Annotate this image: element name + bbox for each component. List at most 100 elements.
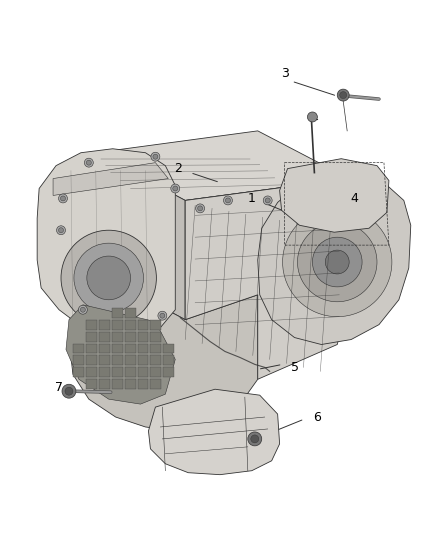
Bar [99,367,110,377]
Bar [124,332,135,342]
Bar [86,332,97,342]
Polygon shape [185,179,349,379]
Circle shape [251,435,259,443]
Polygon shape [258,173,411,344]
Circle shape [312,237,362,287]
Polygon shape [96,131,349,200]
Polygon shape [96,153,185,320]
Circle shape [333,194,342,203]
Circle shape [60,196,65,201]
Circle shape [160,313,165,318]
Bar [124,379,135,389]
Bar [138,332,148,342]
Circle shape [335,196,340,201]
Circle shape [62,384,76,398]
Text: 4: 4 [350,192,358,205]
Circle shape [303,184,312,193]
Bar [86,367,97,377]
Bar [150,356,161,365]
Circle shape [307,112,318,122]
Bar [124,343,135,353]
Circle shape [87,256,131,300]
Circle shape [85,158,93,167]
Circle shape [283,207,392,317]
Bar [150,320,161,329]
Polygon shape [69,272,258,431]
Bar [73,343,84,353]
Bar [138,356,148,365]
Circle shape [151,152,160,161]
Bar [163,343,174,353]
Circle shape [297,222,377,302]
Circle shape [198,206,203,211]
Bar [150,367,161,377]
Circle shape [65,387,73,395]
Bar [112,320,123,329]
Bar [99,332,110,342]
Polygon shape [66,305,175,404]
Bar [124,356,135,365]
Text: 7: 7 [55,381,63,394]
Bar [138,343,148,353]
Circle shape [158,311,167,320]
Circle shape [248,432,262,446]
Polygon shape [279,159,389,232]
Bar [86,356,97,365]
Text: 2: 2 [174,162,182,175]
Bar [99,356,110,365]
Bar [73,356,84,365]
Polygon shape [37,149,175,337]
Circle shape [359,208,364,213]
Bar [150,379,161,389]
Circle shape [171,184,180,193]
Bar [112,343,123,353]
Circle shape [357,206,366,215]
Bar [73,367,84,377]
Bar [86,320,97,329]
Circle shape [81,307,85,312]
Bar [99,320,110,329]
Circle shape [57,226,65,235]
Polygon shape [148,389,279,475]
Bar [99,379,110,389]
Bar [138,367,148,377]
Circle shape [78,305,87,314]
Polygon shape [53,163,168,196]
Bar [124,367,135,377]
Circle shape [196,204,205,213]
Circle shape [173,186,178,191]
Bar [112,367,123,377]
Bar [99,343,110,353]
Bar [138,379,148,389]
Bar [112,332,123,342]
Text: 6: 6 [314,410,321,424]
Circle shape [59,228,64,233]
Circle shape [226,198,230,203]
Circle shape [223,196,233,205]
Circle shape [265,198,270,203]
Circle shape [86,160,91,165]
Circle shape [61,230,156,326]
Bar [86,343,97,353]
Bar [163,356,174,365]
Circle shape [59,194,67,203]
Circle shape [74,243,144,313]
Circle shape [337,89,349,101]
Circle shape [153,154,158,159]
Polygon shape [185,179,349,320]
Bar [112,356,123,365]
Bar [150,332,161,342]
Circle shape [325,250,349,274]
Text: 3: 3 [281,67,289,80]
Circle shape [305,186,310,191]
Bar [112,308,123,318]
Bar [86,379,97,389]
Bar [150,343,161,353]
Bar [124,308,135,318]
Text: 1: 1 [248,192,256,205]
Bar [163,367,174,377]
Text: 5: 5 [290,361,299,374]
Circle shape [340,92,347,99]
Bar [124,320,135,329]
Bar [138,320,148,329]
